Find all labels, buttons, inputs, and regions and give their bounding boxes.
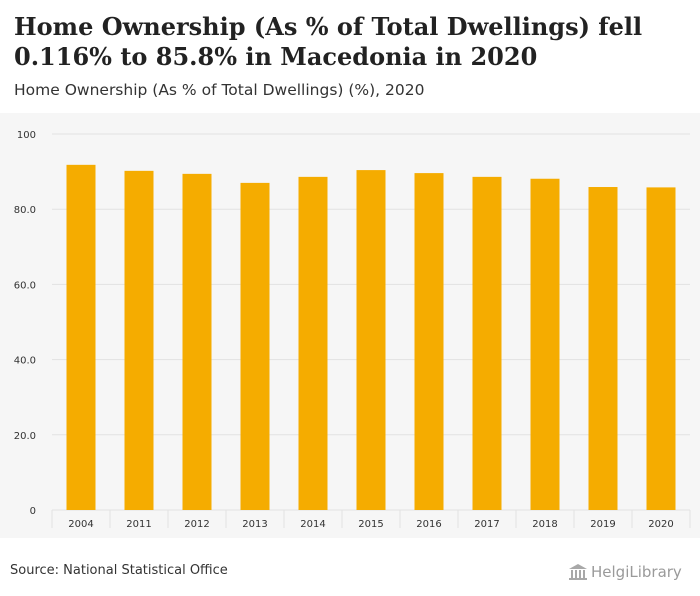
logo-text: HelgiLibrary bbox=[591, 563, 682, 581]
bar-2004 bbox=[66, 164, 96, 510]
x-tick-label: 2013 bbox=[242, 519, 267, 530]
bar-2018 bbox=[530, 178, 560, 510]
x-tick-label: 2020 bbox=[648, 519, 673, 530]
plot-area-background bbox=[0, 113, 700, 538]
x-tick-label: 2016 bbox=[416, 519, 441, 530]
bar-2014 bbox=[298, 176, 328, 510]
x-tick-label: 2004 bbox=[68, 519, 93, 530]
y-axis-ticks: 0 20.0 40.0 60.0 80.0 100 bbox=[14, 130, 36, 517]
y-tick-label: 60.0 bbox=[14, 280, 36, 291]
bar-2013 bbox=[240, 182, 270, 510]
bars bbox=[66, 164, 676, 511]
bar-2011 bbox=[124, 170, 154, 510]
chart-title: Home Ownership (As % of Total Dwellings)… bbox=[14, 12, 643, 71]
bar-2019 bbox=[588, 187, 618, 511]
bar-2017 bbox=[472, 176, 502, 510]
x-tick-label: 2019 bbox=[590, 519, 615, 530]
x-tick-label: 2018 bbox=[532, 519, 557, 530]
bar-2016 bbox=[414, 173, 444, 510]
bar-2015 bbox=[356, 170, 386, 510]
x-axis-ticks: 2004 2011 2012 2013 2014 2015 2016 2017 2018 2019… bbox=[51, 510, 691, 530]
helgi-library-logo: HelgiLibrary bbox=[568, 561, 694, 583]
y-tick-label: 80.0 bbox=[14, 205, 36, 216]
y-tick-label: 40.0 bbox=[14, 356, 36, 367]
x-tick-label: 2014 bbox=[300, 519, 325, 530]
x-tick-label: 2017 bbox=[474, 519, 499, 530]
y-tick-label: 100 bbox=[17, 130, 36, 141]
y-tick-label: 20.0 bbox=[14, 431, 36, 442]
x-tick-label: 2011 bbox=[126, 519, 151, 530]
chart-subtitle: Home Ownership (As % of Total Dwellings)… bbox=[14, 81, 425, 99]
bar-2012 bbox=[182, 173, 212, 510]
source-note: Source: National Statistical Office bbox=[10, 563, 228, 578]
x-tick-label: 2015 bbox=[358, 519, 383, 530]
bar-2020 bbox=[646, 187, 676, 510]
library-building-icon bbox=[569, 564, 587, 580]
y-tick-label: 0 bbox=[30, 506, 36, 517]
x-tick-label: 2012 bbox=[184, 519, 209, 530]
